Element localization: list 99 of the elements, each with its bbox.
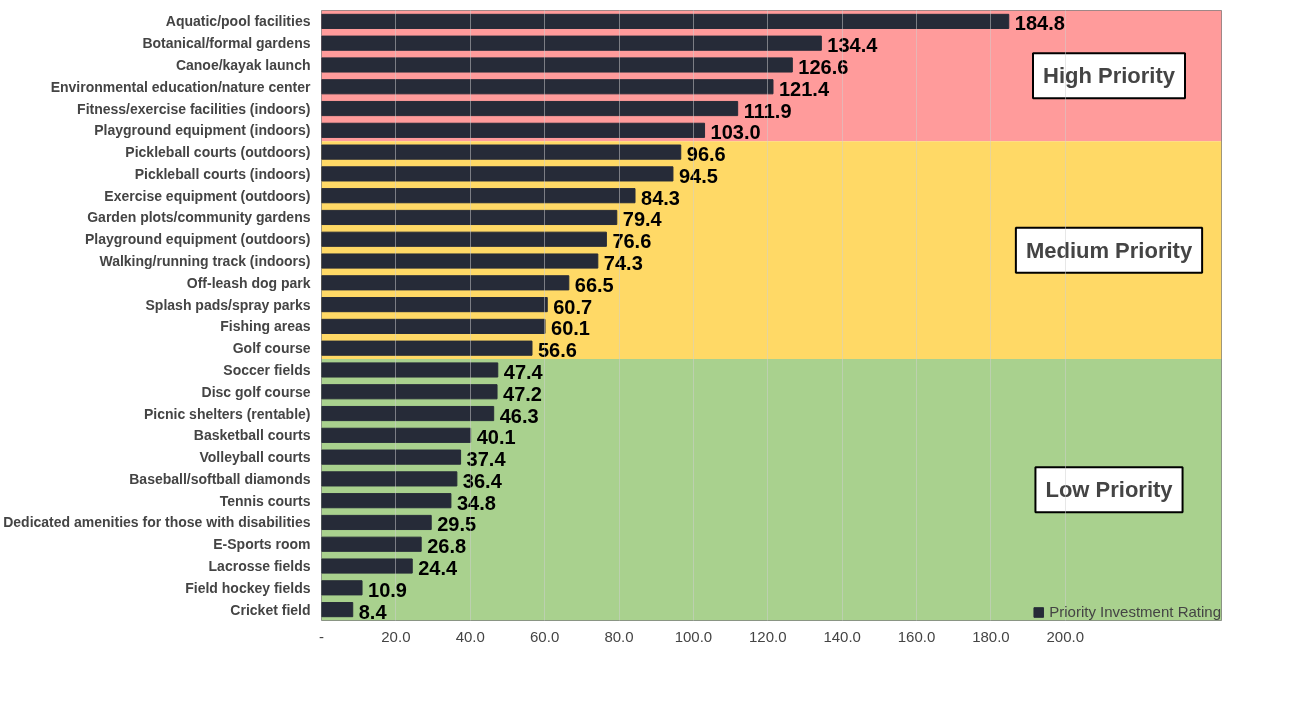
text: 34.8 [456,491,496,514]
bar [321,514,432,531]
x-tick-label: - [319,627,324,645]
band-label: High Priority [1042,63,1176,89]
y-tick-label: Fitness/exercise facilities (indoors) [77,100,311,117]
bar [321,57,793,73]
bar [321,340,533,356]
bar [321,35,822,51]
text: 103.0 [710,121,761,144]
text: 84.3 [641,186,680,209]
bar [321,471,458,487]
x-tick-label: 140.0 [823,627,861,645]
y-tick-label: Cricket field [230,601,311,618]
text: 47.2 [503,382,542,405]
bar [321,275,570,291]
bar [321,209,618,226]
text: 76.6 [612,230,652,253]
text: 121.4 [778,77,830,100]
bar [321,427,472,443]
text: 96.6 [686,143,726,166]
y-tick-label: Basketball courts [193,427,311,444]
text: 36.4 [462,469,502,492]
y-tick-label: E-Sports room [213,536,311,553]
text: 29.5 [437,513,477,536]
y-tick-label: Exercise equipment (outdoors) [104,187,311,204]
y-tick-label: Walking/running track (indoors) [99,253,311,270]
text: 37.4 [466,448,506,471]
text: 56.6 [538,339,577,362]
y-tick-label: Picnic shelters (rentable) [144,405,311,422]
text: 74.3 [603,252,643,275]
y-tick-label: Soccer fields [223,361,311,378]
text: 79.4 [622,208,662,231]
bar [321,558,413,574]
bar [321,231,607,247]
text: 10.9 [368,578,407,601]
x-tick-label: 180.0 [972,627,1010,645]
y-tick-label: Botanical/formal gardens [142,35,311,52]
y-tick-label: Disc golf course [201,383,311,400]
x-tick-label: 20.0 [381,627,411,645]
text: 184.8 [1014,12,1065,35]
bar [321,297,548,313]
bar [321,449,462,465]
text: 60.7 [553,295,593,318]
bar [321,166,674,182]
text: 60.1 [551,317,590,340]
y-tick-label: Volleyball courts [199,449,311,466]
y-tick-label: Aquatic/pool facilities [165,13,311,30]
y-tick-label: Lacrosse fields [208,558,311,575]
bar [321,144,682,160]
text: 126.6 [798,55,849,78]
bar [321,536,422,552]
y-tick-label: Environmental education/nature center [50,78,312,95]
band-label: Medium Priority [1025,237,1193,263]
text: 24.4 [418,557,458,580]
y-tick-label: Field hockey fields [185,579,311,596]
y-tick-label: Playground equipment (indoors) [94,122,311,139]
y-tick-label: Tennis courts [219,492,311,509]
text: 47.4 [503,360,543,383]
bar [321,493,452,509]
text: 26.8 [427,535,467,558]
y-tick-label: Dedicated amenities for those with disabilities [3,514,311,531]
x-tick-label: 80.0 [604,627,634,645]
x-tick-label: 200.0 [1046,627,1085,645]
bar [321,318,546,334]
text: 66.5 [574,273,614,296]
bar [321,405,495,422]
text: 94.5 [678,164,718,187]
bar [321,602,354,618]
band-label: Low Priority [1045,477,1174,503]
legend-label: Priority Investment Rating [1049,603,1221,620]
text: 40.1 [476,426,516,449]
y-tick-label: Pickleball courts (outdoors) [125,144,311,161]
x-tick-label: 120.0 [749,627,787,645]
x-tick-label: 60.0 [530,627,560,645]
y-tick-label: Baseball/softball diamonds [129,470,311,487]
bar [321,122,706,138]
text: 111.9 [743,99,792,122]
y-tick-label: Fishing areas [220,318,311,335]
bar [321,13,1010,29]
text: 8.4 [358,600,387,623]
bar [321,362,499,378]
bar [321,253,599,269]
text: 46.3 [499,404,539,427]
bar [321,580,363,596]
x-tick-label: 160.0 [897,627,936,645]
bar [321,100,739,117]
x-tick-label: 100.0 [674,627,713,645]
bar [321,188,636,204]
y-tick-label: Off-leash dog park [186,274,311,291]
y-tick-label: Pickleball courts (indoors) [134,165,311,182]
y-tick-label: Canoe/kayak launch [175,56,311,73]
y-tick-label: Playground equipment (outdoors) [84,231,311,248]
bar [321,79,774,95]
bar [321,384,498,400]
x-tick-label: 40.0 [455,627,485,645]
text: 134.4 [827,34,878,57]
y-tick-label: Golf course [232,340,311,357]
y-tick-label: Splash pads/spray parks [145,296,311,313]
y-tick-label: Garden plots/community gardens [87,209,311,226]
